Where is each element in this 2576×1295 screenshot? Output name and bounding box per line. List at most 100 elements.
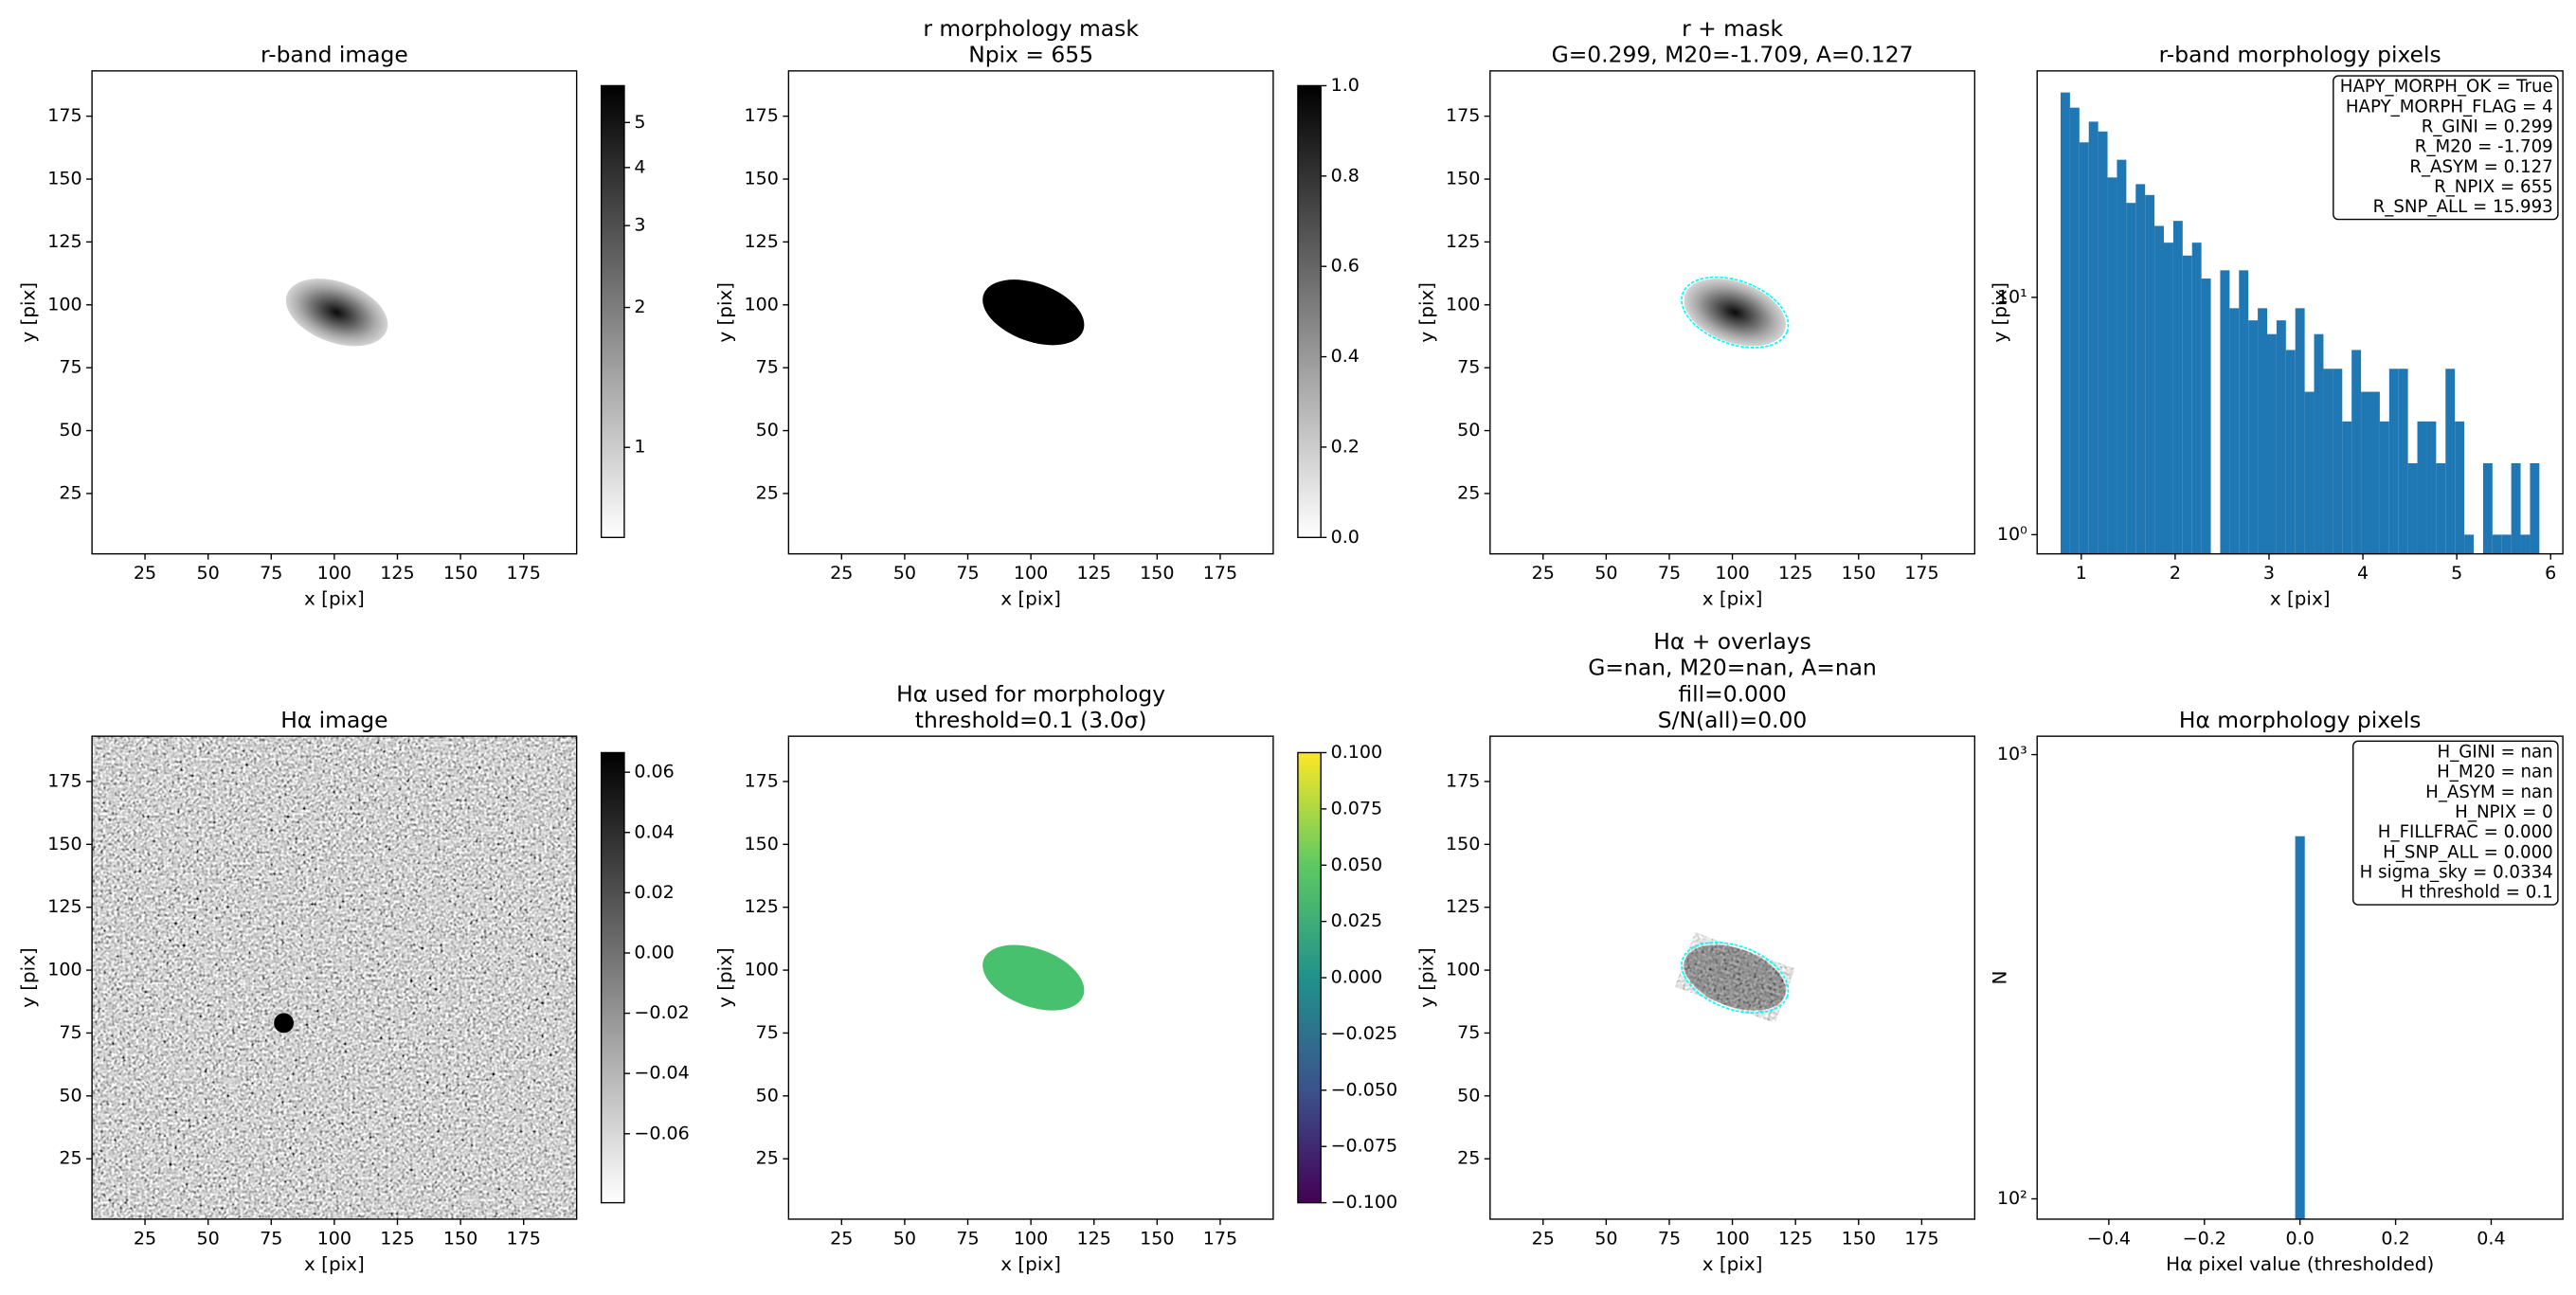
x-tick-label: 50 <box>893 563 916 584</box>
x-axis-label: x [pix] <box>304 1252 365 1275</box>
y-axis-label: y [pix] <box>1414 947 1437 1008</box>
hist-bar <box>2154 225 2164 554</box>
hist-bar <box>2266 333 2277 554</box>
y-tick-label: 100 <box>745 960 779 980</box>
hist-bar <box>2182 255 2192 554</box>
colorbar-tick-label: 3 <box>634 215 645 236</box>
mask-blob <box>982 944 1085 1011</box>
x-tick-label: 150 <box>1140 563 1174 584</box>
hist-bar <box>2248 320 2259 554</box>
plot-area <box>1681 942 1790 1015</box>
colorbar-tick-label: 0.000 <box>1331 967 1383 988</box>
y-tick-label: 50 <box>1457 1085 1480 1106</box>
y-tick-label: 125 <box>47 896 81 917</box>
annotation-line: H_GINI = nan <box>2438 742 2553 762</box>
x-tick-label: 25 <box>1532 1228 1555 1249</box>
y-tick-label: 150 <box>1446 834 1480 854</box>
annotation-line: H_M20 = nan <box>2437 763 2553 782</box>
panel-title: S/N(all)=0.00 <box>1658 707 1808 733</box>
colorbar-tick-label: 0.0 <box>1331 527 1360 548</box>
y-tick-label: 100 <box>47 960 81 980</box>
x-tick-label: 150 <box>443 1228 477 1249</box>
x-tick-label: 175 <box>1203 563 1237 584</box>
image-blob <box>1684 279 1786 347</box>
x-tick-label: 75 <box>260 1228 282 1249</box>
x-tick-label: 50 <box>1594 563 1617 584</box>
colorbar-tick-label: 0.2 <box>1331 436 1360 457</box>
colorbar-tick-label: 0.100 <box>1331 742 1383 763</box>
annotation-line: H_SNP_ALL = 0.000 <box>2383 842 2553 862</box>
x-tick-label: 3 <box>2263 563 2275 584</box>
y-tick-label: 75 <box>1457 357 1480 378</box>
y-tick-label: 150 <box>47 169 81 189</box>
x-tick-label: 150 <box>1842 1228 1876 1249</box>
plot-area <box>92 736 577 1219</box>
panel-title: Hα morphology pixels <box>2179 707 2422 733</box>
panel-title: r morphology mask <box>923 15 1139 42</box>
x-tick-label: 100 <box>317 563 351 584</box>
plot-area <box>982 944 1085 1011</box>
y-tick-label: 10² <box>1997 1188 2027 1209</box>
x-tick-label: 175 <box>1904 1228 1938 1249</box>
x-tick-label: −0.2 <box>2183 1228 2226 1249</box>
x-tick-label: 50 <box>197 1228 220 1249</box>
plot-area <box>1681 276 1790 349</box>
y-tick-label: 125 <box>1446 896 1480 917</box>
y-tick-label: 150 <box>47 834 81 854</box>
panel-title: r-band morphology pixels <box>2159 42 2441 68</box>
annotation-frame <box>2333 75 2559 221</box>
hist-bar <box>2088 121 2099 554</box>
colorbar-tick-label: −0.100 <box>1331 1192 1398 1213</box>
hist-bar <box>2369 391 2380 554</box>
hist-bar <box>2407 462 2418 554</box>
x-tick-label: 75 <box>1658 1228 1681 1249</box>
panel-title: G=nan, M20=nan, A=nan <box>1588 655 1877 681</box>
y-tick-label: 75 <box>1457 1022 1480 1043</box>
hist-bar <box>2426 421 2437 554</box>
y-tick-label: 75 <box>59 1022 81 1043</box>
x-axis-label: x [pix] <box>1702 1252 1763 1275</box>
hist-bar <box>2069 107 2080 554</box>
x-tick-label: 175 <box>507 563 541 584</box>
y-tick-label: 150 <box>745 169 779 189</box>
hist-bar <box>2229 308 2240 554</box>
colorbar-tick-label: 0.06 <box>634 762 674 782</box>
axes-frame <box>2036 70 2564 555</box>
y-tick-label: 50 <box>756 1085 779 1106</box>
y-tick-label: 75 <box>756 1022 779 1043</box>
image-source <box>274 1013 294 1034</box>
colorbar-tick-label: 0.050 <box>1331 854 1383 875</box>
y-axis-label: y [pix] <box>713 947 736 1008</box>
plot-area <box>2295 836 2305 1219</box>
x-tick-label: 4 <box>2357 563 2369 584</box>
x-tick-label: 0.2 <box>2381 1228 2409 1249</box>
y-axis-label: y [pix] <box>1414 282 1437 343</box>
hist-bar <box>2501 534 2512 554</box>
x-tick-label: 25 <box>134 563 156 584</box>
x-tick-label: 125 <box>380 563 414 584</box>
annotation-line: R_M20 = -1.709 <box>2415 137 2553 157</box>
panel: r-band morphology pixels HAPY_MORPH_OK = … <box>1989 42 2564 610</box>
annotation-line: R_GINI = 0.299 <box>2422 117 2553 136</box>
x-tick-label: 75 <box>260 563 282 584</box>
x-tick-label: 75 <box>956 1228 979 1249</box>
x-tick-label: 125 <box>1077 563 1111 584</box>
colorbar <box>1297 84 1322 539</box>
y-tick-label: 175 <box>745 105 779 126</box>
x-tick-label: 100 <box>1014 563 1048 584</box>
plot-area <box>285 279 388 347</box>
mask-contour <box>1681 276 1790 349</box>
y-tick-label: 50 <box>756 420 779 441</box>
x-tick-label: 5 <box>2451 563 2462 584</box>
hist-bar <box>2201 279 2211 554</box>
y-tick-label: 125 <box>1446 231 1480 252</box>
hist-bar <box>2107 177 2117 554</box>
y-tick-label: 50 <box>59 420 81 441</box>
y-tick-label: 10¹ <box>1997 286 2027 307</box>
y-tick-label: 100 <box>1446 294 1480 315</box>
y-tick-label: 50 <box>59 1085 81 1106</box>
hist-bar <box>2304 391 2315 554</box>
